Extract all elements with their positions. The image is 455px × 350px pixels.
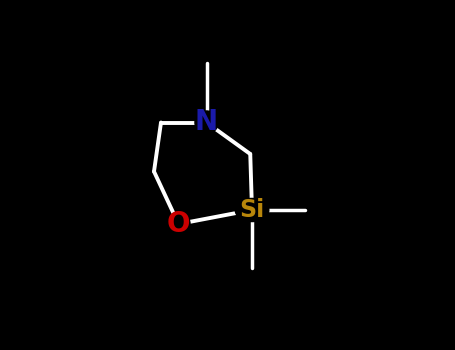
Text: Si: Si [239, 198, 265, 222]
Ellipse shape [194, 110, 219, 135]
Text: O: O [167, 210, 190, 238]
Ellipse shape [234, 198, 269, 222]
Ellipse shape [166, 212, 191, 236]
Text: N: N [195, 108, 218, 136]
